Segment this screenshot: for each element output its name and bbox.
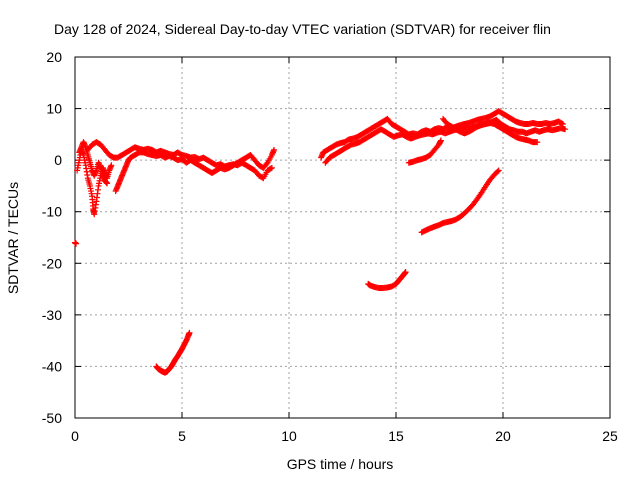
y-axis: 20 10 0 -10 -20 -30 -40 -50 bbox=[42, 49, 610, 426]
y-tick-label: 0 bbox=[54, 152, 62, 168]
y-tick-label: 20 bbox=[46, 49, 62, 65]
data-point-marker bbox=[263, 161, 270, 168]
x-tick-label: 20 bbox=[495, 428, 511, 444]
data-point-marker bbox=[186, 329, 193, 336]
x-tick-label: 0 bbox=[71, 428, 79, 444]
y-axis-label: SDTVAR / TECUs bbox=[5, 182, 21, 294]
data-point-marker bbox=[267, 165, 274, 172]
data-point-marker bbox=[494, 168, 501, 175]
data-point-marker bbox=[437, 137, 444, 144]
x-tick-label: 5 bbox=[178, 428, 186, 444]
x-axis: 0 5 10 15 20 25 bbox=[71, 57, 618, 444]
data-points bbox=[72, 108, 569, 376]
y-tick-label: -50 bbox=[42, 410, 62, 426]
y-tick-label: -10 bbox=[42, 204, 62, 220]
y-tick-label: 10 bbox=[46, 101, 62, 117]
chart-title: Day 128 of 2024, Sidereal Day-to-day VTE… bbox=[54, 21, 551, 37]
data-point-marker bbox=[495, 167, 502, 174]
data-point-marker bbox=[73, 240, 80, 247]
grid-layer bbox=[75, 57, 610, 418]
data-point-marker bbox=[104, 180, 111, 187]
x-tick-label: 15 bbox=[388, 428, 404, 444]
x-tick-label: 25 bbox=[602, 428, 618, 444]
x-tick-label: 10 bbox=[281, 428, 297, 444]
data-point-marker bbox=[562, 126, 569, 133]
data-point-marker bbox=[108, 162, 115, 169]
data-point-marker bbox=[534, 139, 541, 146]
plot-frame bbox=[74, 56, 611, 419]
x-axis-label: GPS time / hours bbox=[287, 456, 394, 472]
data-point-marker bbox=[558, 120, 565, 127]
y-tick-label: -40 bbox=[42, 358, 62, 374]
y-tick-label: -30 bbox=[42, 307, 62, 323]
data-point-marker bbox=[271, 146, 278, 153]
data-point-marker bbox=[402, 269, 409, 276]
y-tick-label: -20 bbox=[42, 255, 62, 271]
data-point-marker bbox=[268, 164, 275, 171]
